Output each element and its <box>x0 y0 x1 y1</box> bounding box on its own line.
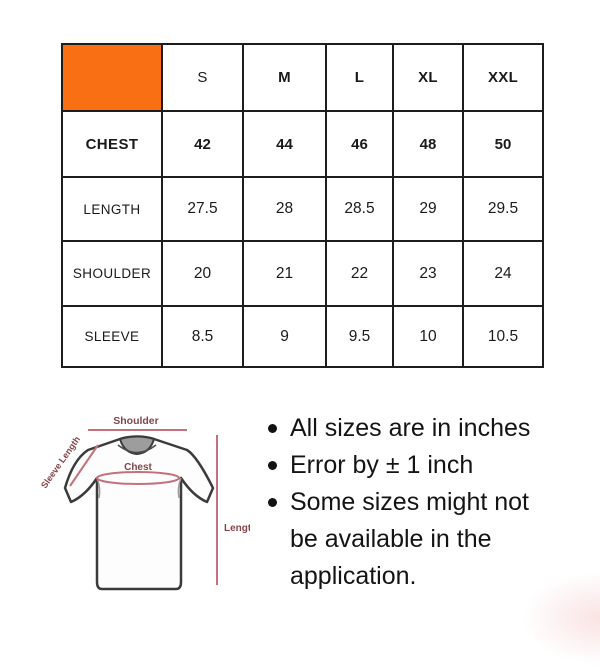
chest-measure-ellipse <box>96 471 180 485</box>
shoulder-m: 21 <box>242 240 327 307</box>
size-chart-table: S M L XL XXL CHEST 42 44 46 48 50 LENGTH… <box>61 43 544 368</box>
chest-m: 44 <box>242 110 327 178</box>
note-text: Error by ± 1 inch <box>290 451 474 479</box>
right-underarm-crease <box>177 477 182 499</box>
corner-cell <box>61 43 163 112</box>
col-header-s: S <box>161 43 244 112</box>
bullet-icon <box>268 498 277 507</box>
note-text: All sizes are in inches <box>290 414 531 442</box>
collar-seam <box>117 444 157 454</box>
row-label-shoulder: SHOULDER <box>61 240 163 307</box>
sleeve-measure-line <box>69 444 99 487</box>
note-item: Error by ± 1 inch <box>268 447 568 484</box>
shoulder-xxl: 24 <box>462 240 544 307</box>
notes-list: All sizes are in inches Error by ± 1 inc… <box>268 410 568 595</box>
shoulder-s: 20 <box>161 240 244 307</box>
note-text: Some sizes might not be available in the… <box>290 488 529 590</box>
row-label-sleeve: SLEEVE <box>61 305 163 368</box>
length-xxl: 29.5 <box>462 176 544 242</box>
length-l: 28.5 <box>325 176 394 242</box>
sleeve-m: 9 <box>242 305 327 368</box>
col-header-l: L <box>325 43 394 112</box>
note-item: All sizes are in inches <box>268 410 568 447</box>
chest-label: Chest <box>124 462 152 473</box>
length-s: 27.5 <box>161 176 244 242</box>
bullet-icon <box>268 424 277 433</box>
col-header-xl: XL <box>392 43 464 112</box>
note-item: Some sizes might not be available in the… <box>268 484 568 595</box>
tshirt-diagram-svg: Shoulder Sleeve Length Chest Length <box>39 415 257 591</box>
shoulder-label: Shoulder <box>113 415 159 427</box>
sleeve-xl: 10 <box>392 305 464 368</box>
chest-l: 46 <box>325 110 394 178</box>
chest-xl: 48 <box>392 110 464 178</box>
col-header-m: M <box>242 43 327 112</box>
length-label: Length <box>224 523 250 534</box>
table-header-row: S M L XL XXL <box>61 43 544 112</box>
table-row-shoulder: SHOULDER 20 21 22 23 24 <box>61 240 544 307</box>
shoulder-l: 22 <box>325 240 394 307</box>
row-label-chest: CHEST <box>61 110 163 178</box>
chest-xxl: 50 <box>462 110 544 178</box>
sleeve-l: 9.5 <box>325 305 394 368</box>
tshirt-measurement-diagram: Shoulder Sleeve Length Chest Length <box>35 398 257 600</box>
table-row-length: LENGTH 27.5 28 28.5 29 29.5 <box>61 176 544 242</box>
table-row-sleeve: SLEEVE 8.5 9 9.5 10 10.5 <box>61 305 544 368</box>
chest-s: 42 <box>161 110 244 178</box>
sleeve-s: 8.5 <box>161 305 244 368</box>
shoulder-xl: 23 <box>392 240 464 307</box>
col-header-xxl: XXL <box>462 43 544 112</box>
table-row-chest: CHEST 42 44 46 48 50 <box>61 110 544 178</box>
row-label-length: LENGTH <box>61 176 163 242</box>
bullet-icon <box>268 461 277 470</box>
length-m: 28 <box>242 176 327 242</box>
sleeve-xxl: 10.5 <box>462 305 544 368</box>
length-xl: 29 <box>392 176 464 242</box>
